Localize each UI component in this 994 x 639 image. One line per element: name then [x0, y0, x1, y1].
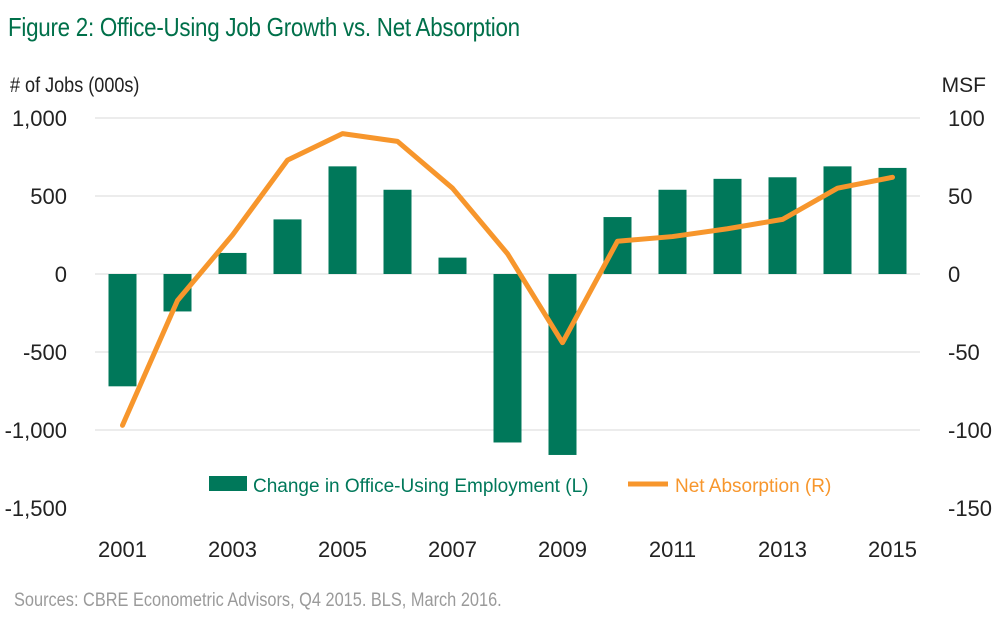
x-tick-label: 2013: [758, 537, 807, 562]
right-tick-label: -150: [948, 496, 992, 521]
bar-series: [108, 166, 907, 455]
line-series: [120, 131, 895, 428]
left-tick-label: -1,000: [5, 418, 67, 443]
left-axis-ticks: 1,000 500 0 -500 -1,000 -1,500: [5, 106, 67, 521]
bar-2004: [273, 219, 302, 274]
right-tick-label: 0: [948, 262, 960, 287]
legend: Change in Office-Using Employment (L) Ne…: [209, 476, 831, 497]
source-note: Sources: CBRE Econometric Advisors, Q4 2…: [14, 590, 502, 611]
x-tick-label: 2001: [98, 537, 147, 562]
right-tick-label: 100: [948, 106, 985, 131]
bar-2015: [878, 167, 907, 274]
right-tick-label: -50: [948, 340, 980, 365]
right-axis-ticks: 100 50 0 -50 -100 -150: [948, 106, 992, 521]
left-tick-label: 0: [55, 262, 67, 287]
left-axis-title: # of Jobs (000s): [10, 74, 139, 98]
bar-2011: [658, 189, 687, 274]
bar-2007: [438, 257, 467, 274]
bar-2003: [218, 252, 247, 274]
legend-line-label: Net Absorption (R): [675, 476, 831, 497]
x-tick-label: 2009: [538, 537, 587, 562]
bar-2005: [328, 166, 357, 274]
left-tick-label: 500: [30, 184, 67, 209]
bar-2009: [548, 274, 577, 455]
left-tick-label: 1,000: [12, 106, 67, 131]
chart-title: Figure 2: Office-Using Job Growth vs. Ne…: [8, 12, 520, 42]
x-tick-label: 2011: [649, 537, 696, 562]
x-tick-label: 2005: [318, 537, 367, 562]
bar-2006: [383, 189, 412, 274]
x-tick-label: 2007: [428, 537, 477, 562]
left-tick-label: -500: [23, 340, 67, 365]
bar-2013: [768, 177, 797, 274]
left-tick-label: -1,500: [5, 496, 67, 521]
x-axis-ticks: 2001 2003 2005 2007 2009 2011 2013 2015: [98, 537, 917, 562]
right-tick-label: 50: [948, 184, 972, 209]
bar-2008: [493, 274, 522, 443]
legend-bar-swatch: [209, 476, 247, 491]
bar-2014: [823, 166, 852, 274]
net-absorption-line: [120, 131, 895, 428]
x-tick-label: 2015: [868, 537, 917, 562]
right-axis-title: MSF: [942, 74, 986, 97]
legend-bar-label: Change in Office-Using Employment (L): [253, 476, 588, 497]
x-tick-label: 2003: [208, 537, 257, 562]
right-tick-label: -100: [948, 418, 992, 443]
bar-2001: [108, 274, 137, 387]
